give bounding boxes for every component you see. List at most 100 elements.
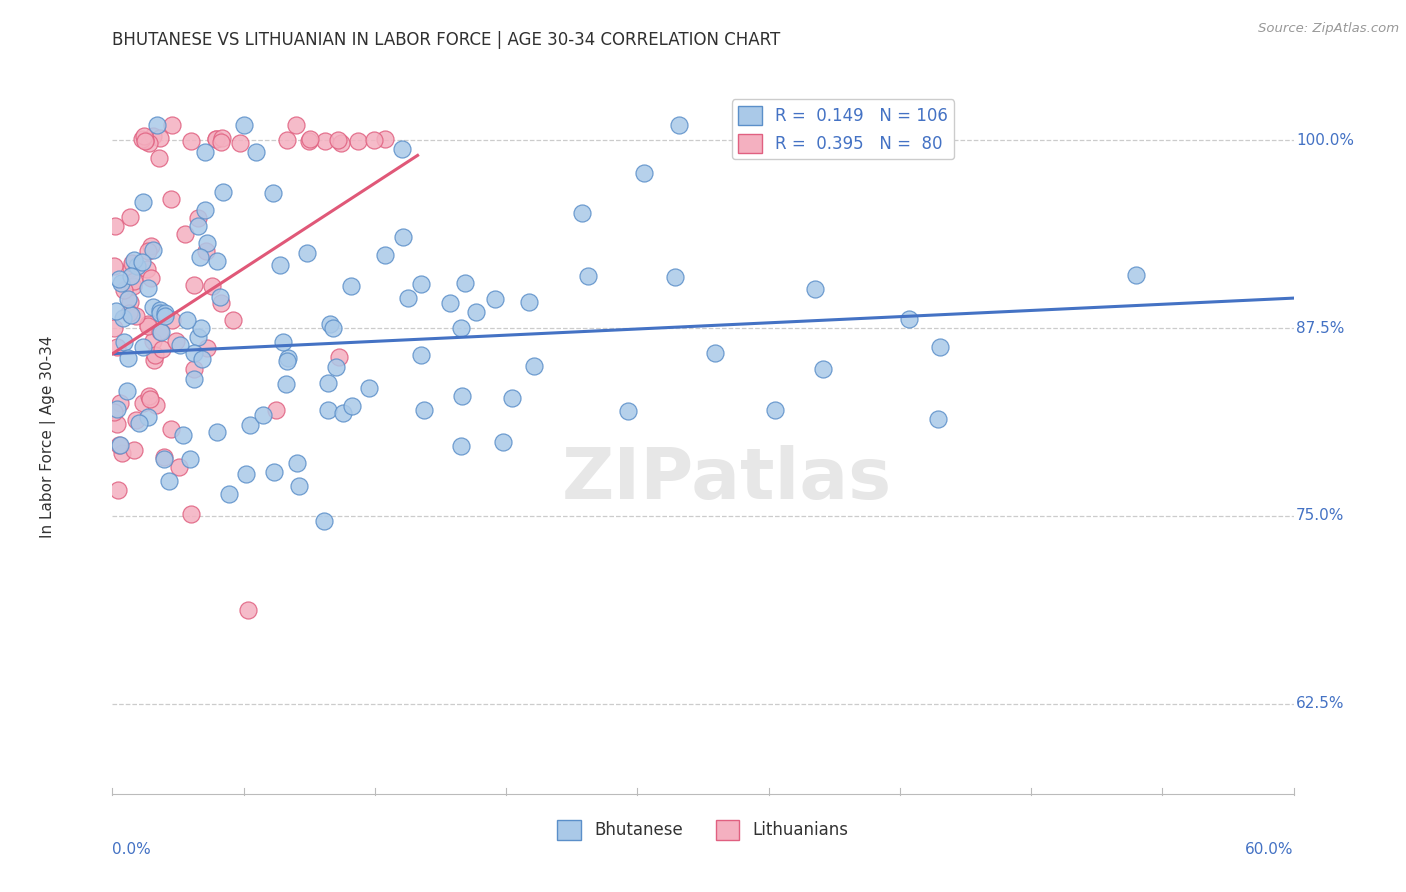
- Point: [218, 486, 240, 500]
- Point: [143, 348, 166, 362]
- Point: [633, 165, 655, 179]
- Point: [298, 132, 321, 146]
- Point: [125, 259, 148, 273]
- Point: [484, 293, 506, 307]
- Point: [897, 312, 920, 326]
- Point: [183, 346, 205, 360]
- Text: ZIPatlas: ZIPatlas: [561, 445, 891, 515]
- Point: [929, 340, 952, 354]
- Point: [120, 260, 142, 275]
- Point: [276, 353, 298, 368]
- Point: [117, 351, 139, 366]
- Point: [285, 457, 308, 471]
- Point: [450, 439, 472, 453]
- Point: [262, 186, 284, 201]
- Point: [190, 250, 212, 264]
- Point: [392, 229, 415, 244]
- Point: [927, 411, 949, 425]
- Point: [274, 377, 297, 392]
- Point: [131, 255, 153, 269]
- Point: [173, 227, 195, 241]
- Point: [464, 305, 486, 319]
- Point: [804, 282, 827, 296]
- Point: [153, 450, 176, 464]
- Point: [141, 243, 163, 257]
- Point: [187, 211, 209, 225]
- Point: [284, 119, 307, 133]
- Point: [149, 306, 172, 320]
- Point: [149, 324, 172, 338]
- Point: [190, 352, 212, 367]
- Point: [165, 334, 187, 348]
- Point: [187, 219, 209, 233]
- Point: [183, 278, 205, 293]
- Text: 87.5%: 87.5%: [1296, 320, 1344, 335]
- Point: [117, 293, 139, 307]
- Point: [411, 348, 433, 362]
- Text: BHUTANESE VS LITHUANIAN IN LABOR FORCE | AGE 30-34 CORRELATION CHART: BHUTANESE VS LITHUANIAN IN LABOR FORCE |…: [112, 31, 780, 49]
- Point: [124, 274, 146, 288]
- Point: [134, 134, 156, 148]
- Point: [576, 268, 599, 283]
- Point: [329, 136, 352, 150]
- Point: [703, 346, 725, 360]
- Point: [235, 467, 257, 482]
- Point: [412, 402, 434, 417]
- Point: [201, 279, 224, 293]
- Point: [252, 409, 274, 423]
- Point: [297, 134, 319, 148]
- Point: [314, 514, 336, 528]
- Point: [187, 330, 209, 344]
- Point: [121, 256, 143, 270]
- Point: [363, 133, 385, 147]
- Point: [1125, 268, 1147, 282]
- Point: [180, 134, 202, 148]
- Point: [357, 381, 380, 395]
- Point: [138, 317, 160, 331]
- Point: [169, 338, 191, 352]
- Point: [492, 435, 515, 450]
- Point: [118, 210, 141, 224]
- Point: [153, 451, 176, 466]
- Text: 75.0%: 75.0%: [1296, 508, 1344, 524]
- Point: [176, 313, 198, 327]
- Point: [209, 135, 232, 149]
- Point: [396, 291, 419, 305]
- Point: [149, 130, 172, 145]
- Point: [118, 306, 141, 320]
- Point: [149, 325, 172, 339]
- Point: [105, 304, 128, 318]
- Point: [328, 350, 350, 364]
- Point: [209, 290, 232, 304]
- Point: [104, 219, 127, 233]
- Point: [136, 244, 159, 258]
- Point: [148, 151, 170, 165]
- Point: [325, 359, 347, 374]
- Point: [143, 353, 166, 368]
- Point: [451, 389, 474, 403]
- Point: [318, 317, 340, 331]
- Text: 62.5%: 62.5%: [1296, 697, 1344, 711]
- Point: [668, 119, 690, 133]
- Point: [277, 351, 299, 365]
- Point: [167, 460, 190, 475]
- Point: [160, 313, 183, 327]
- Point: [157, 475, 180, 489]
- Point: [517, 295, 540, 310]
- Point: [204, 132, 226, 146]
- Point: [132, 128, 155, 143]
- Point: [245, 145, 267, 159]
- Point: [342, 400, 364, 414]
- Point: [136, 318, 159, 333]
- Point: [295, 246, 318, 260]
- Point: [141, 334, 163, 348]
- Point: [238, 417, 260, 432]
- Point: [139, 271, 162, 285]
- Point: [194, 202, 217, 217]
- Point: [183, 372, 205, 386]
- Point: [139, 392, 162, 406]
- Point: [222, 313, 245, 327]
- Point: [125, 413, 148, 427]
- Point: [179, 451, 201, 466]
- Point: [160, 192, 183, 206]
